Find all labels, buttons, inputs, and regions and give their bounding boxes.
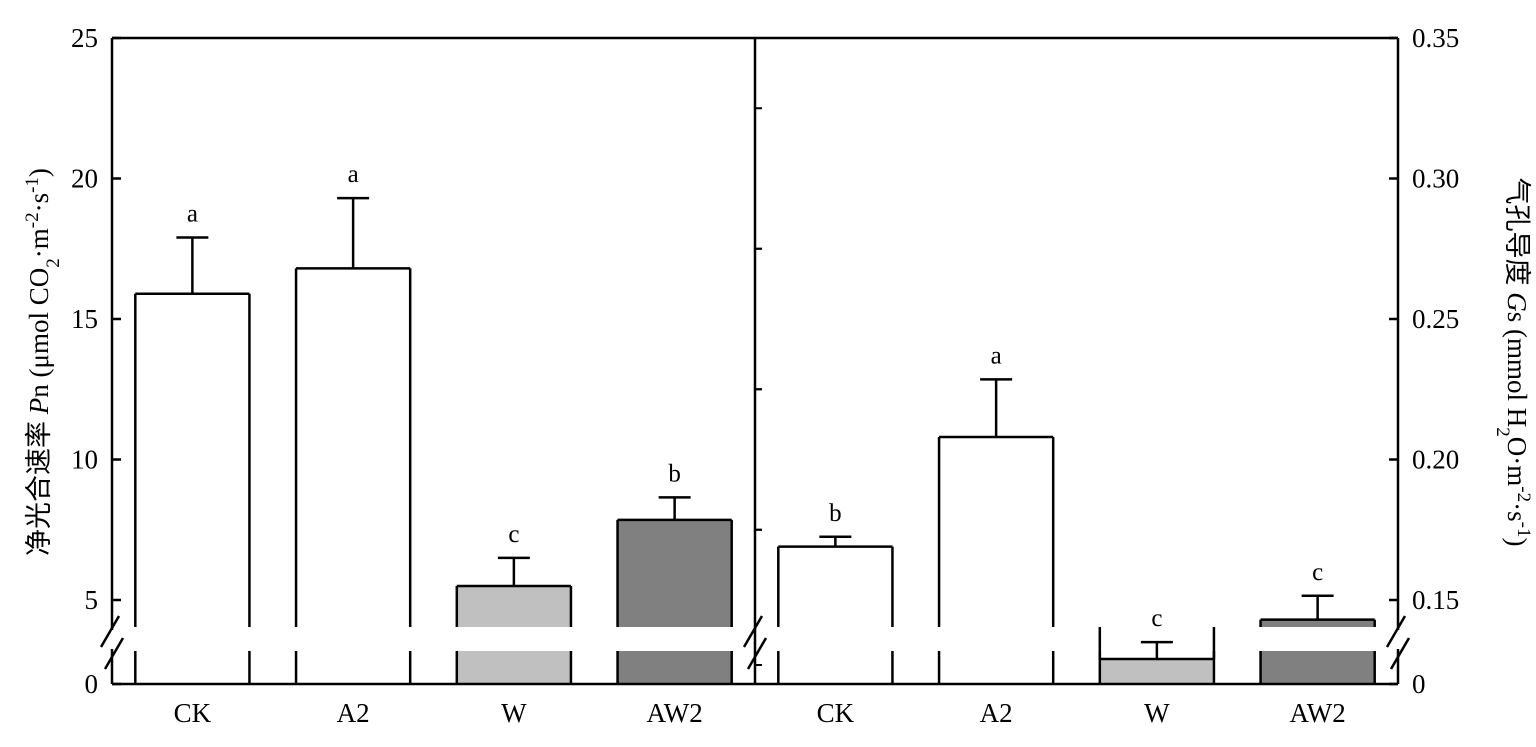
left-y-tick-label: 15	[71, 304, 98, 334]
bar-break-gap	[133, 627, 252, 651]
left-y-tick-label: 0	[85, 669, 99, 699]
right-axis-break-mark	[1389, 637, 1411, 670]
significance-label: b	[829, 500, 842, 527]
significance-label: a	[348, 161, 359, 188]
x-tick-label: AW2	[1289, 698, 1345, 728]
significance-label: b	[668, 460, 681, 487]
significance-label: c	[508, 521, 519, 548]
gs-axis-title: 气孔导度 Gs (mmol H2O·m-2·s-1)	[1493, 178, 1535, 547]
bar-a2	[296, 268, 411, 684]
gs-panel: b CK a A2 c Wc AW2	[776, 342, 1377, 728]
bar-break-gap	[454, 627, 573, 651]
left-y-tick-label: 5	[85, 585, 99, 615]
pn-panel: a CK a A2 c Wb AW2	[133, 161, 734, 728]
bar-break-gap	[294, 627, 413, 651]
pn-axis-title: 净光合速率 Pn (μmol CO2·m-2·s-1)	[22, 168, 64, 556]
bar-ck	[135, 293, 250, 684]
significance-label: c	[1151, 605, 1162, 632]
x-tick-label: W	[501, 698, 527, 728]
right-y-tick-label: 0.20	[1412, 445, 1459, 475]
left-y-tick-label: 10	[71, 445, 98, 475]
bar-w	[1099, 659, 1214, 684]
left-y-tick-label: 20	[71, 164, 98, 194]
plot-frame: 0 5 10 15 20 25 0 0.15 0.20 0.25 0.30 0.35	[71, 23, 1459, 699]
x-tick-label: A2	[980, 698, 1013, 728]
right-y-tick-label: 0.35	[1412, 23, 1459, 53]
x-tick-label: W	[1144, 698, 1170, 728]
left-axis-break-mark	[103, 637, 125, 670]
bar-break-gap	[776, 627, 895, 651]
x-tick-label: CK	[174, 698, 212, 728]
left-y-tick-label: 25	[71, 23, 98, 53]
x-tick-label: A2	[337, 698, 370, 728]
left-axis-break-mark	[99, 615, 121, 648]
bar-break-gap	[615, 627, 734, 651]
middle-axis-break-mark	[742, 615, 764, 648]
right-y-tick-label: 0.30	[1412, 164, 1459, 194]
right-axis-break-mark	[1385, 615, 1407, 648]
bar-break-gap	[937, 627, 1056, 651]
significance-label: a	[187, 201, 198, 228]
significance-label: c	[1312, 559, 1323, 586]
x-tick-label: CK	[817, 698, 855, 728]
middle-axis-break-mark	[746, 637, 768, 670]
x-tick-label: AW2	[646, 698, 702, 728]
right-y-tick-label: 0.15	[1412, 585, 1459, 615]
bar-ck	[778, 546, 893, 684]
right-y-tick-label: 0	[1412, 669, 1426, 699]
right-y-tick-label: 0.25	[1412, 304, 1459, 334]
significance-label: a	[991, 342, 1002, 369]
bar-break-gap	[1258, 627, 1377, 651]
bar-aw2	[617, 519, 732, 684]
